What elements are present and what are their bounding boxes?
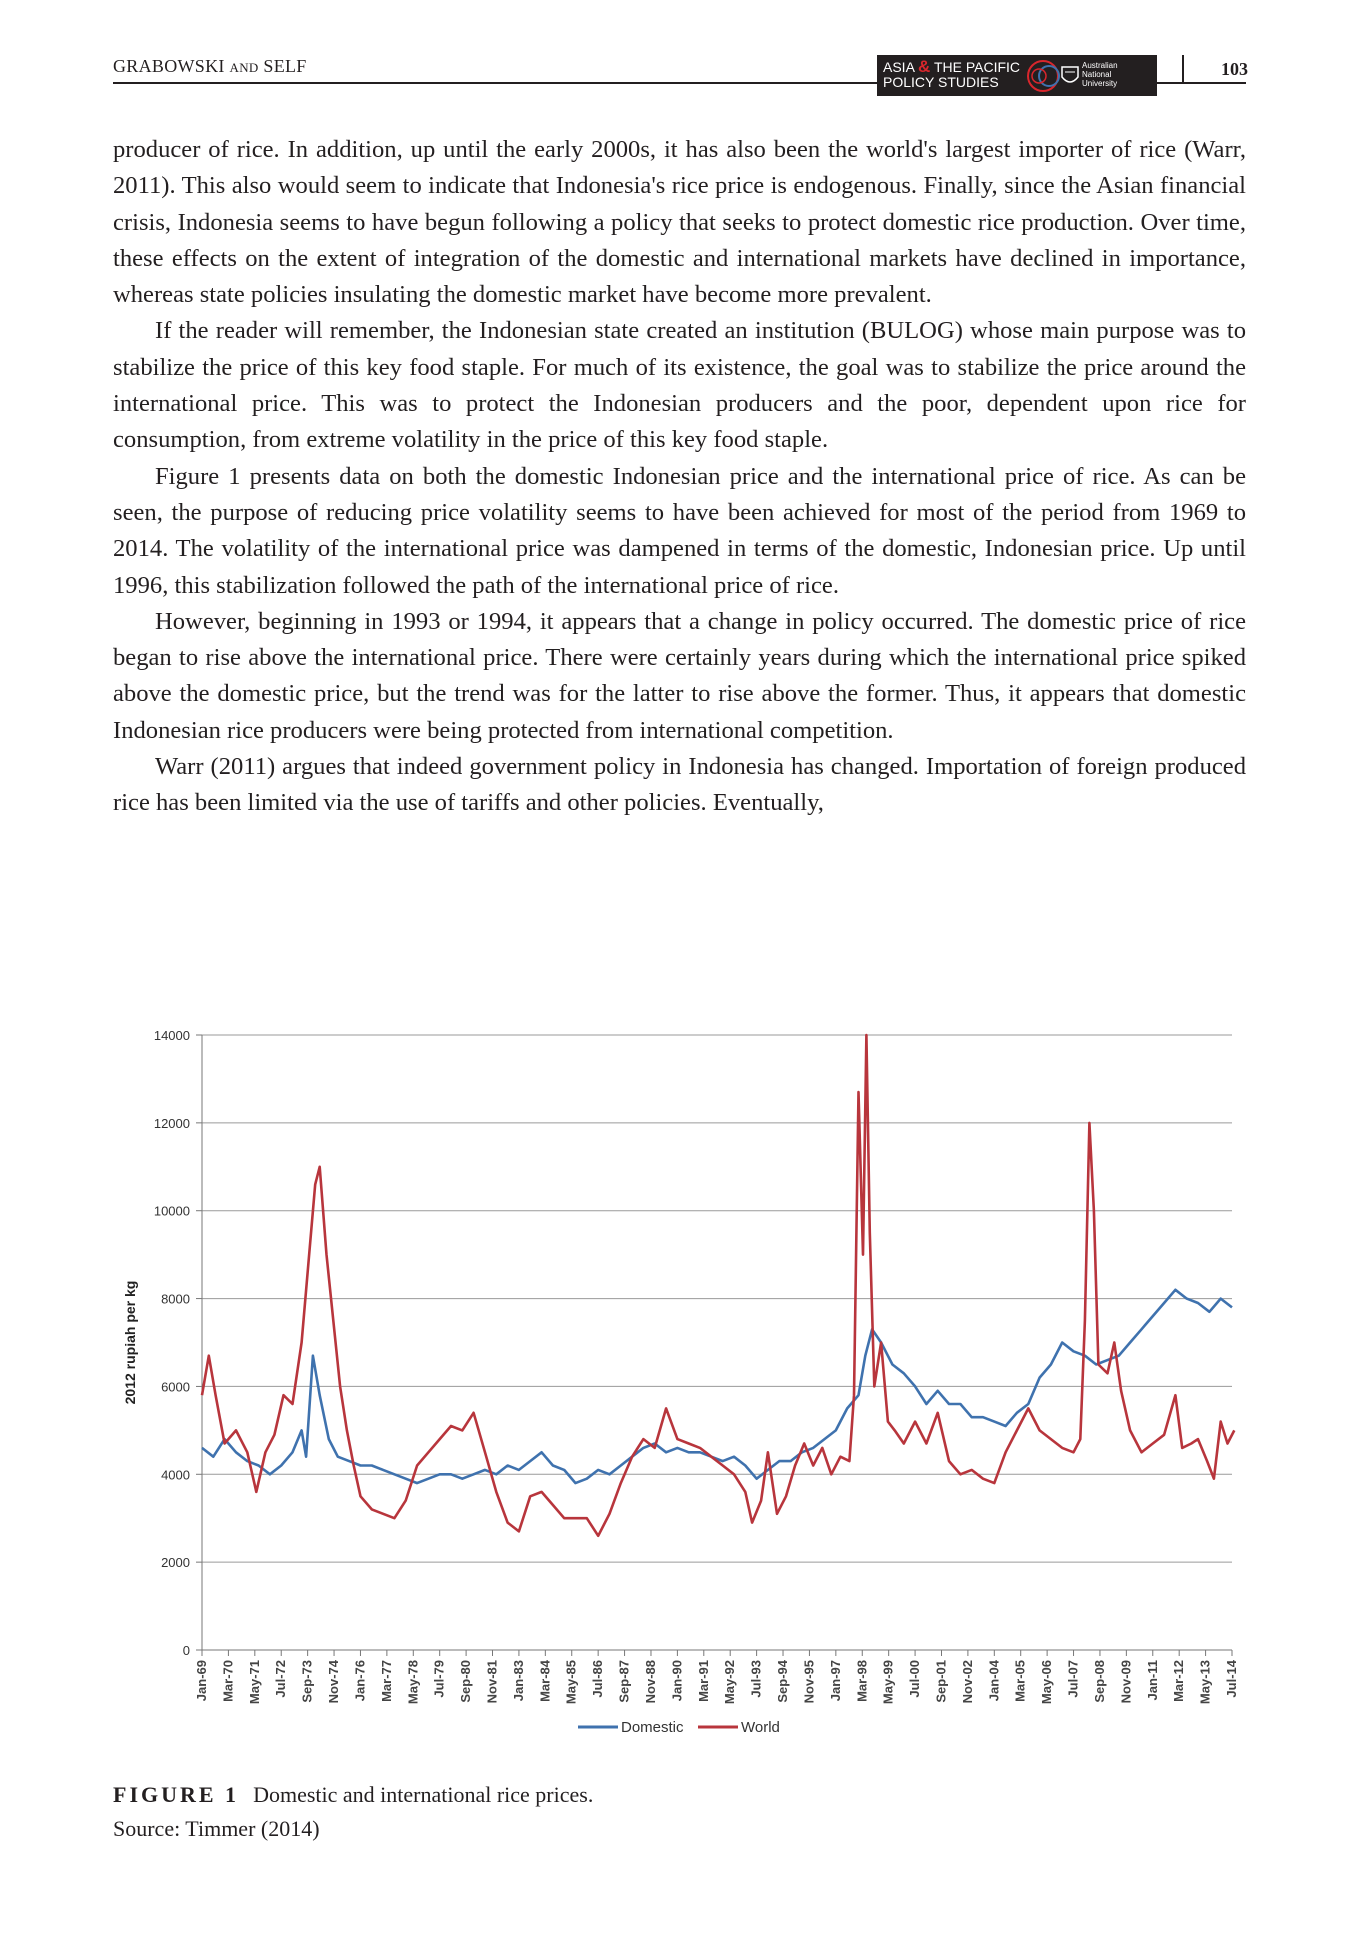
x-tick-label: May-06 <box>1039 1660 1054 1704</box>
figure-label: FIGURE 1 <box>113 1782 240 1807</box>
x-tick-label: Jul-14 <box>1224 1659 1239 1697</box>
figure-caption-text: Domestic and international rice prices. <box>253 1782 594 1807</box>
journal-name-pacific: THE PACIFIC <box>933 59 1021 75</box>
y-tick-label: 6000 <box>161 1379 190 1394</box>
legend-label-domestic: Domestic <box>621 1719 684 1736</box>
x-tick-label: Jan-04 <box>986 1659 1001 1701</box>
x-tick-label: Sep-01 <box>933 1660 948 1703</box>
anu-name: Australian National University <box>1082 61 1118 88</box>
journal-name-asia: ASIA <box>883 59 915 75</box>
x-tick-label: Mar-77 <box>379 1660 394 1702</box>
y-tick-label: 0 <box>183 1643 190 1658</box>
y-tick-label: 4000 <box>161 1467 190 1482</box>
journal-logo: ASIA & THE PACIFIC POLICY STUDIES Austra… <box>877 55 1157 96</box>
swirl-logo-icon <box>1027 60 1060 92</box>
x-tick-label: Mar-91 <box>696 1660 711 1702</box>
author-self: SELF <box>263 56 307 76</box>
x-tick-label: Jul-93 <box>749 1660 764 1698</box>
x-tick-label: May-13 <box>1198 1660 1213 1704</box>
x-tick-label: Sep-08 <box>1092 1660 1107 1703</box>
x-tick-label: Mar-84 <box>537 1659 552 1702</box>
x-tick-label: Mar-12 <box>1171 1660 1186 1702</box>
y-tick-label: 14000 <box>154 1028 190 1043</box>
journal-ampersand: & <box>918 57 931 76</box>
x-tick-label: Sep-73 <box>300 1660 315 1703</box>
paragraph: Warr (2011) argues that indeed governmen… <box>113 753 1246 817</box>
x-tick-label: Jan-11 <box>1145 1660 1160 1700</box>
x-tick-label: Jan-76 <box>352 1660 367 1701</box>
figure-caption: FIGURE 1 Domestic and international rice … <box>113 1778 593 1811</box>
x-tick-label: May-71 <box>247 1660 262 1704</box>
y-tick-label: 2000 <box>161 1555 190 1570</box>
paragraph: If the reader will remember, the Indones… <box>113 317 1246 454</box>
anu-line-3: University <box>1082 79 1118 88</box>
x-tick-label: May-99 <box>881 1660 896 1704</box>
series-line-world <box>200 1033 1236 1538</box>
figure-source: Source: Timmer (2014) <box>113 1816 320 1841</box>
x-tick-label: Jul-79 <box>432 1660 447 1698</box>
x-tick-label: Jul-86 <box>590 1660 605 1698</box>
x-tick-label: May-92 <box>722 1660 737 1704</box>
page-number: 103 <box>1182 55 1248 83</box>
y-axis-label: 2012 rupiah per kg <box>122 1281 138 1405</box>
running-head-authors: GRABOWSKI AND SELF <box>113 56 307 77</box>
y-tick-label: 8000 <box>161 1292 190 1307</box>
x-tick-label: May-85 <box>564 1660 579 1704</box>
paragraph: However, beginning in 1993 or 1994, it a… <box>113 607 1246 744</box>
x-tick-label: Jan-69 <box>194 1660 209 1701</box>
x-tick-label: Jan-90 <box>669 1660 684 1701</box>
x-tick-label: Sep-87 <box>617 1660 632 1703</box>
anu-line-1: Australian <box>1082 61 1118 70</box>
figure-1: 0 2000 4000 6000 8000 10000 12000 14000 Jan-69 Ma… <box>113 1010 1246 1760</box>
x-tick-label: Mar-70 <box>220 1660 235 1702</box>
header-rule <box>113 82 1246 84</box>
x-tick-label: Nov-81 <box>485 1660 500 1703</box>
anu-crest-icon <box>1061 66 1079 83</box>
x-tick-label: Nov-74 <box>326 1659 341 1703</box>
author-grabowski: GRABOWSKI <box>113 56 225 76</box>
anu-line-2: National <box>1082 70 1112 79</box>
running-header: GRABOWSKI AND SELF <box>113 52 1246 84</box>
x-tick-label: Jul-00 <box>907 1660 922 1698</box>
legend-label-world: World <box>741 1719 780 1736</box>
x-tick-label: Mar-98 <box>854 1660 869 1702</box>
x-tick-label: Nov-88 <box>643 1660 658 1703</box>
x-tick-label: Jan-97 <box>828 1660 843 1701</box>
x-tick-label: May-78 <box>405 1660 420 1704</box>
paragraph: producer of rice. In addition, up until … <box>113 136 1246 309</box>
x-tick-label: Mar-05 <box>1013 1660 1028 1702</box>
x-tick-label: Jul-72 <box>273 1660 288 1698</box>
body-text: producer of rice. In addition, up until … <box>113 132 1246 822</box>
x-tick-label: Jan-83 <box>511 1660 526 1701</box>
x-tick-label: Jul-07 <box>1066 1660 1081 1698</box>
y-tick-label: 12000 <box>154 1116 190 1131</box>
x-tick-label: Nov-95 <box>801 1660 816 1703</box>
x-tick-label: Nov-02 <box>960 1660 975 1703</box>
x-tick-label: Nov-09 <box>1118 1660 1133 1703</box>
x-tick-label: Sep-80 <box>458 1660 473 1703</box>
y-tick-label: 10000 <box>154 1204 190 1219</box>
journal-name-policy: POLICY STUDIES <box>883 74 999 90</box>
author-and: AND <box>229 60 259 75</box>
rice-price-chart: 0 2000 4000 6000 8000 10000 12000 14000 Jan-69 Ma… <box>122 1028 1239 1736</box>
paragraph: Figure 1 presents data on both the domes… <box>113 462 1246 599</box>
x-tick-label: Sep-94 <box>775 1659 790 1702</box>
journal-name: ASIA & THE PACIFIC POLICY STUDIES <box>883 57 1021 90</box>
